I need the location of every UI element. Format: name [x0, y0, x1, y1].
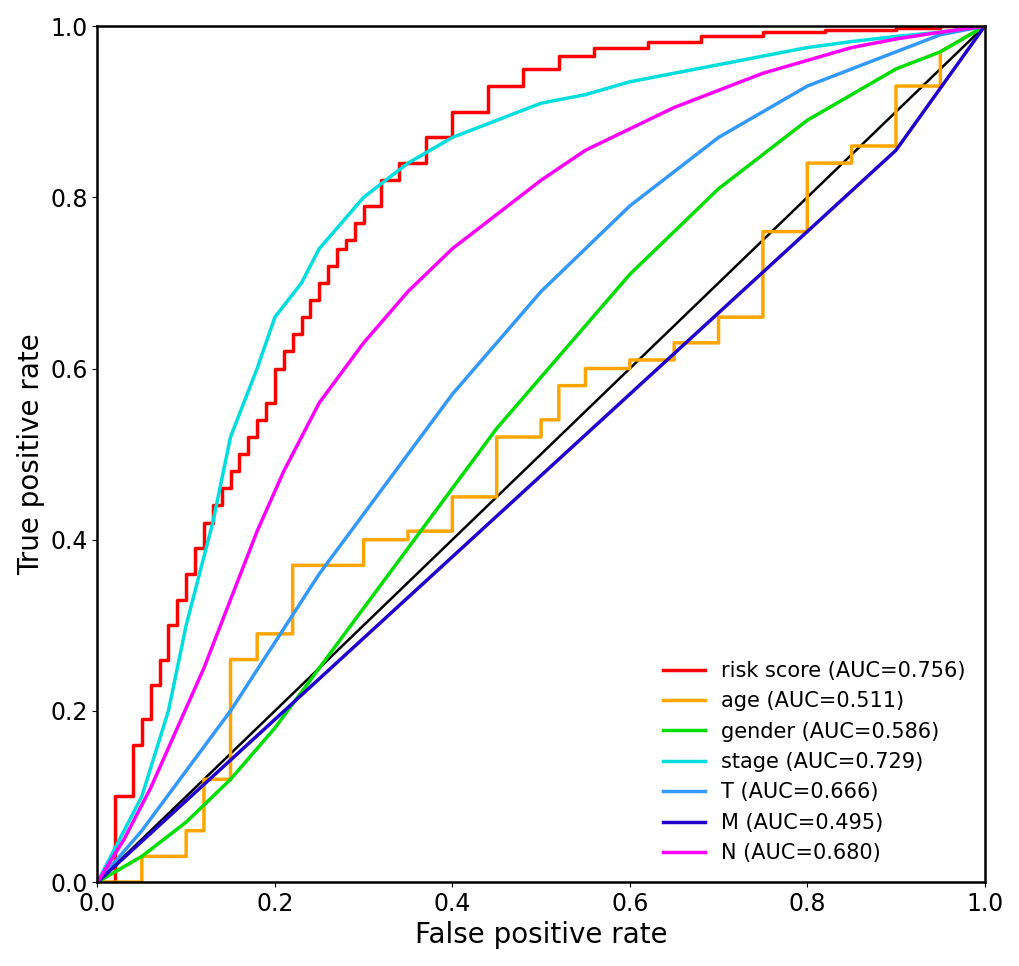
- X-axis label: False positive rate: False positive rate: [415, 922, 666, 950]
- Legend: risk score (AUC=0.756), age (AUC=0.511), gender (AUC=0.586), stage (AUC=0.729), : risk score (AUC=0.756), age (AUC=0.511),…: [654, 652, 973, 871]
- Y-axis label: True positive rate: True positive rate: [16, 333, 45, 575]
